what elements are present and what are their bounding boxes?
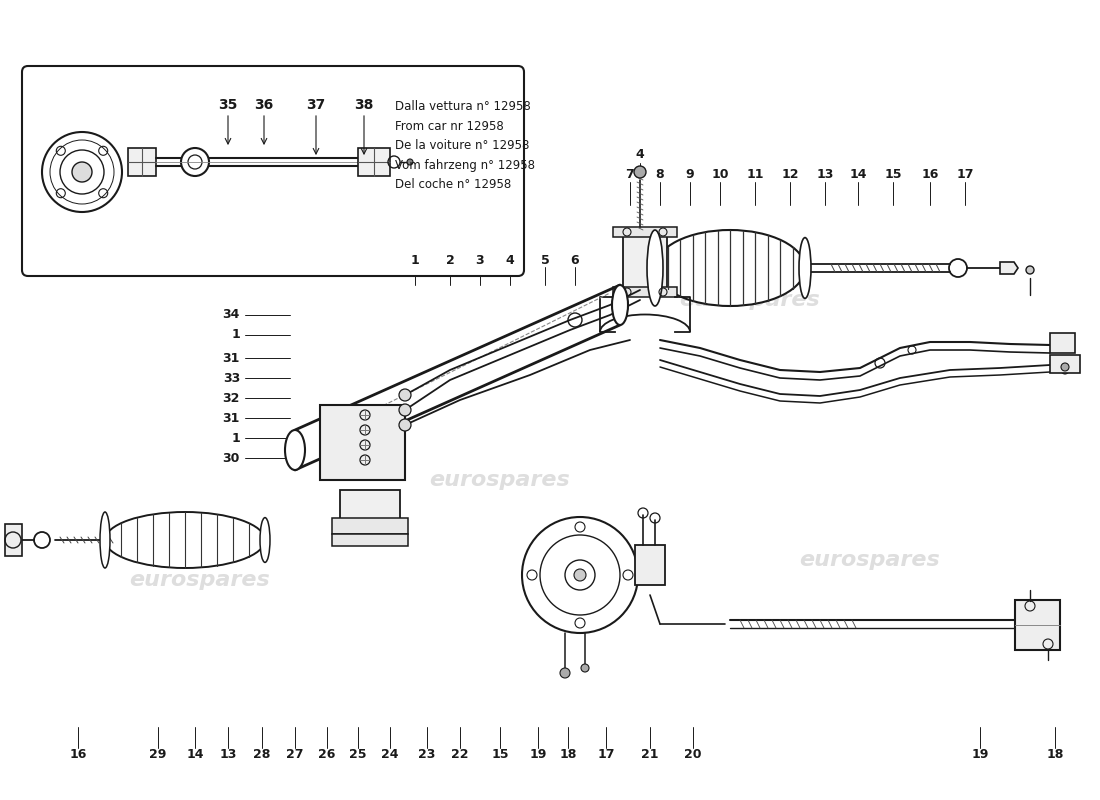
Circle shape (522, 517, 638, 633)
Bar (340, 490, 400, 520)
Bar (332, 534, 408, 546)
Text: 31: 31 (222, 351, 240, 365)
Text: 26: 26 (318, 749, 336, 762)
Text: 3: 3 (475, 254, 484, 266)
Text: 13: 13 (816, 169, 834, 182)
Polygon shape (623, 234, 667, 290)
Text: eurospares: eurospares (800, 550, 940, 570)
Text: 14: 14 (186, 749, 204, 762)
Text: 32: 32 (222, 391, 240, 405)
Polygon shape (1050, 333, 1075, 353)
Text: 16: 16 (69, 749, 87, 762)
Text: 12: 12 (781, 169, 799, 182)
Text: 25: 25 (350, 749, 366, 762)
Polygon shape (6, 524, 22, 556)
Ellipse shape (260, 518, 270, 562)
Text: 21: 21 (641, 749, 659, 762)
Polygon shape (613, 227, 676, 237)
Text: 19: 19 (971, 749, 989, 762)
Text: 13: 13 (219, 749, 236, 762)
Text: Dalla vettura n° 12958
From car nr 12958
De la voiture n° 12958
Vom fahrzeng n° : Dalla vettura n° 12958 From car nr 12958… (395, 100, 535, 191)
Text: eurospares: eurospares (680, 290, 821, 310)
Text: 19: 19 (529, 749, 547, 762)
Text: 1: 1 (231, 329, 240, 342)
Circle shape (407, 159, 412, 165)
Circle shape (560, 668, 570, 678)
Ellipse shape (285, 430, 305, 470)
Text: 31: 31 (222, 411, 240, 425)
Polygon shape (320, 405, 405, 480)
Text: 35: 35 (218, 98, 238, 112)
Text: 34: 34 (222, 309, 240, 322)
Polygon shape (358, 148, 390, 176)
Ellipse shape (100, 512, 110, 568)
Text: 23: 23 (418, 749, 436, 762)
Text: 38: 38 (354, 98, 374, 112)
Ellipse shape (654, 230, 805, 306)
Circle shape (581, 664, 589, 672)
Text: 1: 1 (410, 254, 419, 266)
Circle shape (1026, 266, 1034, 274)
Text: 17: 17 (597, 749, 615, 762)
Circle shape (399, 389, 411, 401)
Polygon shape (1050, 355, 1080, 373)
Circle shape (1062, 366, 1069, 374)
Text: 24: 24 (382, 749, 398, 762)
Bar (332, 518, 408, 534)
Text: 27: 27 (286, 749, 304, 762)
Text: eurospares: eurospares (130, 570, 271, 590)
Polygon shape (1015, 600, 1060, 650)
Text: 5: 5 (540, 254, 549, 266)
Text: 18: 18 (559, 749, 576, 762)
Circle shape (72, 162, 92, 182)
Text: 11: 11 (746, 169, 763, 182)
Text: 22: 22 (451, 749, 469, 762)
Text: 1: 1 (231, 431, 240, 445)
Polygon shape (128, 148, 156, 176)
Text: eurospares: eurospares (430, 470, 571, 490)
Circle shape (634, 166, 646, 178)
Text: 29: 29 (150, 749, 167, 762)
Ellipse shape (612, 285, 628, 325)
Ellipse shape (799, 238, 811, 298)
Text: 37: 37 (307, 98, 326, 112)
Text: 4: 4 (636, 149, 645, 162)
Text: 4: 4 (506, 254, 515, 266)
Text: 15: 15 (492, 749, 508, 762)
Text: 28: 28 (253, 749, 271, 762)
Text: 18: 18 (1046, 749, 1064, 762)
Text: 16: 16 (922, 169, 938, 182)
Circle shape (399, 404, 411, 416)
Circle shape (399, 419, 411, 431)
Text: 9: 9 (685, 169, 694, 182)
FancyBboxPatch shape (22, 66, 524, 276)
Text: 8: 8 (656, 169, 664, 182)
Text: 17: 17 (956, 169, 974, 182)
Text: 20: 20 (684, 749, 702, 762)
Ellipse shape (104, 512, 265, 568)
Text: 6: 6 (571, 254, 580, 266)
Text: 10: 10 (712, 169, 728, 182)
Polygon shape (613, 287, 676, 297)
Polygon shape (1000, 262, 1018, 274)
Circle shape (1062, 363, 1069, 371)
Text: 14: 14 (849, 169, 867, 182)
Text: 30: 30 (222, 451, 240, 465)
Text: 7: 7 (626, 169, 635, 182)
Bar (635, 545, 666, 585)
Text: 15: 15 (884, 169, 902, 182)
Ellipse shape (647, 230, 663, 306)
Text: 33: 33 (222, 371, 240, 385)
Text: 36: 36 (254, 98, 274, 112)
Text: 2: 2 (446, 254, 454, 266)
Circle shape (574, 569, 586, 581)
